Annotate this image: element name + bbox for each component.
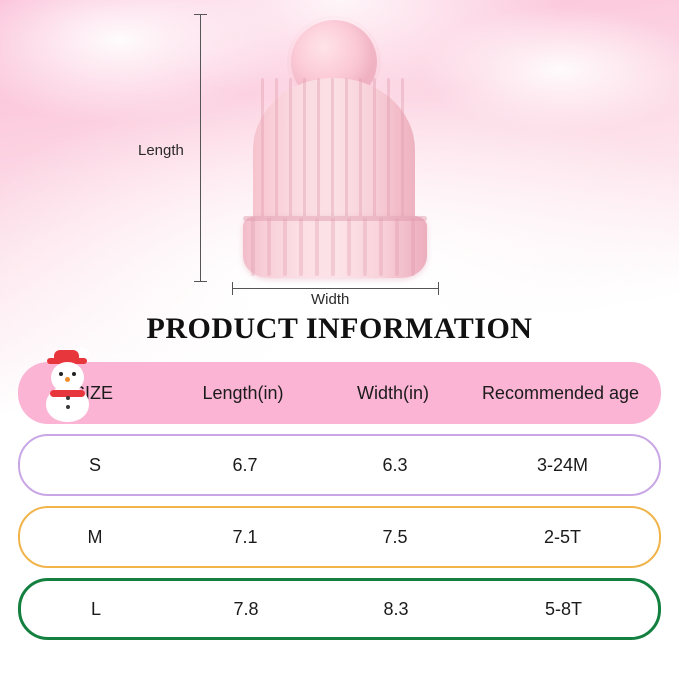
- cell-size: L: [90, 598, 101, 619]
- width-measure-line: [232, 288, 439, 289]
- length-measure-cap-top: [194, 14, 207, 15]
- length-dimension-label: Length: [138, 142, 184, 159]
- cell-age: 2-5T: [543, 526, 581, 547]
- cell-age: 3-24M: [536, 454, 589, 475]
- table-header-row: SIZE Length(in) Width(in) Recommended ag…: [18, 347, 661, 424]
- cell-width: 8.3: [383, 598, 409, 619]
- column-header-width: Width(in): [356, 382, 429, 403]
- cell-length: 7.1: [232, 526, 258, 547]
- cell-length: 7.8: [233, 598, 259, 619]
- table-row: M 7.1 7.5 2-5T: [18, 506, 661, 568]
- cell-width: 6.3: [382, 454, 408, 475]
- hat-brim-edge: [243, 216, 427, 221]
- snowman-icon: [38, 347, 98, 424]
- column-header-length: Length(in): [202, 382, 284, 403]
- width-measure-cap-right: [438, 282, 439, 295]
- size-table: SIZE Length(in) Width(in) Recommended ag…: [18, 347, 661, 650]
- length-measure-cap-bottom: [194, 281, 207, 282]
- product-hero-image: Length Width: [0, 0, 679, 310]
- beanie-hat-illustration: [225, 16, 447, 282]
- width-measure-cap-left: [232, 282, 233, 295]
- cell-width: 7.5: [382, 526, 408, 547]
- table-row: S 6.7 6.3 3-24M: [18, 434, 661, 496]
- page-title: PRODUCT INFORMATION: [146, 312, 533, 345]
- hat-brim: [243, 216, 427, 278]
- cell-size: S: [88, 454, 101, 475]
- width-dimension-label: Width: [311, 291, 350, 308]
- table-row: L 7.8 8.3 5-8T: [18, 578, 661, 640]
- cell-age: 5-8T: [544, 598, 582, 619]
- column-header-age: Recommended age: [481, 382, 640, 403]
- cell-length: 6.7: [232, 454, 258, 475]
- hat-crown: [253, 78, 415, 228]
- cell-size: M: [87, 526, 103, 547]
- length-measure-line: [200, 14, 201, 282]
